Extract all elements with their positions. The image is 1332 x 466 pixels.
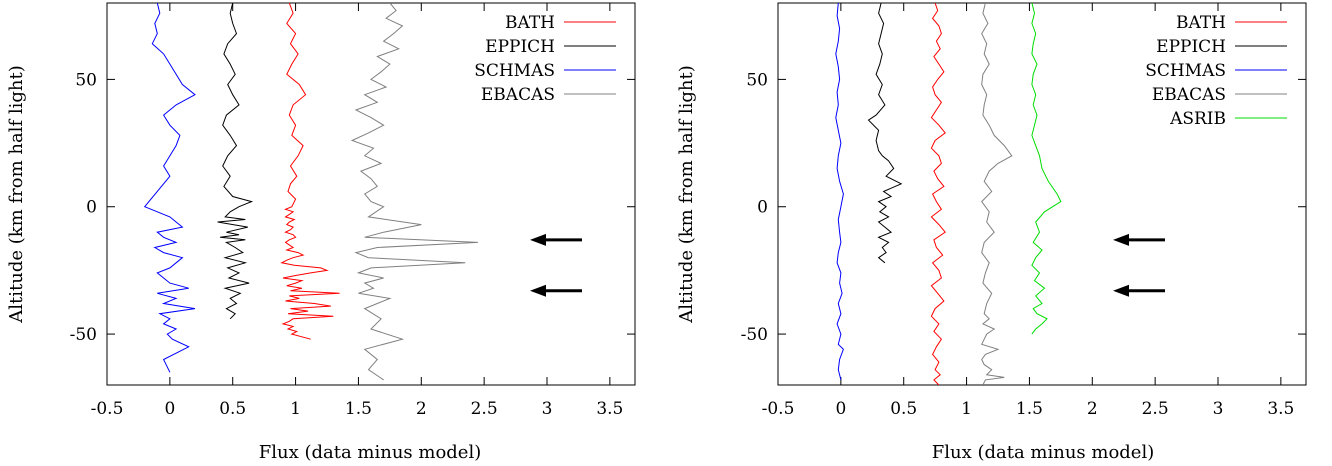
series-line-bath	[930, 3, 946, 385]
x-tick-label: 3.5	[1267, 399, 1294, 419]
x-tick-label: 2.5	[471, 399, 498, 419]
legend-label-ebacas: EBACAS	[481, 85, 555, 105]
x-tick-label: 1	[290, 399, 301, 419]
plot-frame	[106, 2, 636, 386]
series-line-eppich	[217, 3, 254, 320]
left-panel: -0.5 0 0.5 1 1.5 2 2.5 3 3.5 -50 0 50 Flux (data min…	[6, 2, 636, 463]
y-tick-label: 0	[757, 198, 768, 218]
series-line-eppich	[867, 3, 903, 264]
y-axis-title: Altitude (km from half light)	[676, 65, 697, 323]
x-tick-label: 3.5	[596, 399, 623, 419]
arrow-head	[1113, 233, 1129, 246]
series-line-ebacas	[350, 3, 478, 381]
series-line-asrib	[1031, 3, 1062, 335]
x-tick-label: 1.5	[345, 399, 372, 419]
x-tick-label: 0	[835, 399, 846, 419]
x-axis-title: Flux (data minus model)	[932, 442, 1155, 463]
y-tick-label: -50	[741, 325, 768, 345]
x-tick-label: 3	[1213, 399, 1224, 419]
legend-label-asrib: ASRIB	[1169, 109, 1226, 129]
legend-label-eppich: EPPICH	[1156, 37, 1226, 57]
series-line-schmas	[835, 3, 844, 381]
right-panel: -0.5 0 0.5 1 1.5 2 2.5 3 3.5 -50 0 50 Flux (data min…	[676, 2, 1307, 463]
x-tick-label: 1.5	[1016, 399, 1043, 419]
plot-frame	[777, 2, 1307, 386]
series-line-schmas	[143, 3, 196, 373]
y-tick-label: 50	[75, 70, 97, 90]
legend-label-eppich: EPPICH	[485, 37, 555, 57]
arrow-head	[530, 284, 546, 297]
y-tick-label: 50	[746, 70, 768, 90]
legend-label-schmas: SCHMAS	[1145, 61, 1226, 81]
y-tick-label: 0	[86, 198, 97, 218]
series-line-bath	[280, 3, 340, 340]
x-tick-label: 0.5	[219, 399, 246, 419]
x-tick-label: 0.5	[890, 399, 917, 419]
x-tick-label: 2	[416, 399, 427, 419]
series-line-ebacas	[980, 3, 1013, 385]
x-tick-label: 0	[164, 399, 175, 419]
legend-label-bath: BATH	[1176, 13, 1226, 33]
legend-label-bath: BATH	[505, 13, 555, 33]
legend-label-schmas: SCHMAS	[474, 61, 555, 81]
y-axis-title: Altitude (km from half light)	[6, 65, 27, 323]
x-tick-label: 3	[542, 399, 553, 419]
x-tick-label: -0.5	[762, 399, 795, 419]
arrow-head	[1113, 284, 1129, 297]
y-tick-label: -50	[70, 325, 97, 345]
x-tick-label: 2	[1087, 399, 1098, 419]
x-tick-label: 2.5	[1142, 399, 1169, 419]
arrow-head	[530, 233, 546, 246]
x-axis-title: Flux (data minus model)	[259, 442, 482, 463]
x-tick-label: 1	[961, 399, 972, 419]
legend-label-ebacas: EBACAS	[1152, 85, 1226, 105]
x-tick-label: -0.5	[91, 399, 124, 419]
